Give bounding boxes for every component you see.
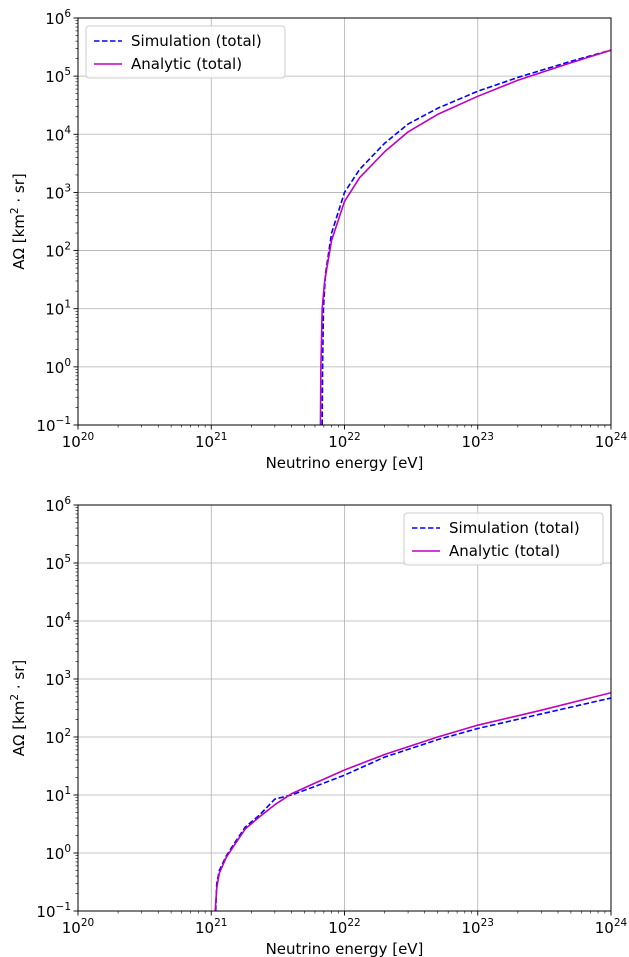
legend-label-analytic: Analytic (total) [131, 55, 242, 73]
x-tick-label: 1020 [62, 917, 94, 937]
y-axis-label: AΩ [km2 · sr] [9, 660, 28, 756]
chart-panel-1: 1020 1021 1022 1023 1024 10−1 100 101 102 103 104 1… [9, 8, 628, 472]
x-tick-label: 1022 [328, 431, 360, 451]
x-tick-label: 1024 [595, 431, 628, 451]
y-tick-label: 106 [45, 8, 71, 28]
y-axis-label: AΩ [km2 · sr] [9, 173, 28, 269]
x-tick-label: 1024 [595, 917, 628, 937]
x-tick-label: 1022 [328, 917, 360, 937]
y-tick-label: 101 [45, 785, 71, 805]
y-tick-label: 10−1 [36, 415, 71, 435]
legend: Simulation (total) Analytic (total) [85, 25, 286, 79]
legend-box [85, 25, 286, 79]
y-tick-label: 103 [45, 669, 71, 689]
series-line-analytic [214, 691, 611, 911]
series-lines [319, 49, 611, 425]
y-tick-label: 105 [45, 66, 71, 86]
legend-label-analytic: Analytic (total) [449, 542, 560, 560]
legend-label-simulation: Simulation (total) [131, 32, 262, 50]
x-tick-label: 1020 [62, 431, 94, 451]
x-axis-label: Neutrino energy [eV] [266, 940, 424, 957]
y-tick-label: 103 [45, 182, 71, 202]
axes-frame [77, 17, 612, 426]
series-line-simulation [214, 697, 611, 911]
y-tick-label: 10−1 [36, 901, 71, 921]
axes-frame [77, 504, 612, 912]
y-tick-label: 105 [45, 553, 71, 573]
y-tick-label: 100 [45, 843, 71, 863]
y-tick-label: 100 [45, 357, 71, 377]
x-tick-label: 1021 [195, 917, 227, 937]
x-tick-label: 1021 [195, 431, 227, 451]
series-lines [214, 691, 611, 911]
y-tick-label: 106 [45, 495, 71, 515]
y-tick-label: 104 [45, 124, 71, 144]
y-tick-label: 102 [45, 241, 71, 261]
y-tick-label: 102 [45, 727, 71, 747]
legend-box [403, 512, 604, 566]
legend-label-simulation: Simulation (total) [449, 519, 580, 537]
series-line-analytic [319, 49, 611, 425]
chart-panel-2: 1020 1021 1022 1023 1024 10−1 100 101 102 103 104 1… [9, 495, 628, 957]
x-tick-label: 1023 [462, 431, 494, 451]
y-tick-label: 101 [45, 299, 71, 319]
series-line-simulation [321, 49, 611, 425]
x-tick-label: 1023 [462, 917, 494, 937]
y-tick-label: 104 [45, 611, 71, 631]
legend: Simulation (total) Analytic (total) [403, 512, 604, 566]
x-axis-label: Neutrino energy [eV] [266, 454, 424, 472]
